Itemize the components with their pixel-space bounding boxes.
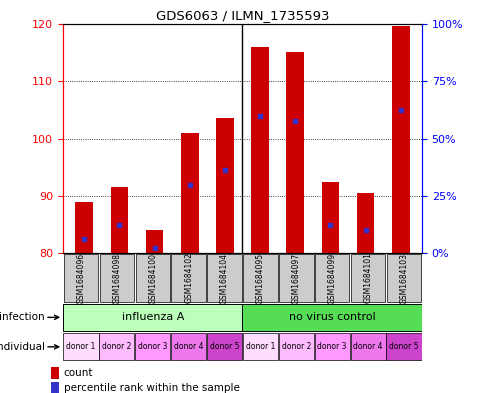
Text: count: count — [63, 368, 93, 378]
Text: donor 2: donor 2 — [102, 342, 131, 351]
Bar — [51, 382, 59, 393]
Bar — [110, 187, 128, 253]
Bar — [251, 47, 268, 253]
Text: influenza A: influenza A — [121, 312, 183, 322]
Text: donor 1: donor 1 — [245, 342, 274, 351]
FancyBboxPatch shape — [278, 333, 313, 360]
FancyBboxPatch shape — [350, 255, 385, 302]
Text: donor 1: donor 1 — [66, 342, 95, 351]
Bar — [51, 367, 59, 378]
Title: GDS6063 / ILMN_1735593: GDS6063 / ILMN_1735593 — [155, 9, 329, 22]
FancyBboxPatch shape — [63, 255, 98, 302]
Bar — [321, 182, 339, 253]
Text: GSM1684096: GSM1684096 — [76, 252, 85, 304]
FancyBboxPatch shape — [386, 255, 421, 302]
Text: GSM1684104: GSM1684104 — [220, 253, 228, 303]
FancyBboxPatch shape — [135, 255, 170, 302]
FancyBboxPatch shape — [278, 255, 313, 302]
Bar — [216, 118, 233, 253]
Bar — [391, 26, 409, 253]
FancyBboxPatch shape — [171, 255, 206, 302]
FancyBboxPatch shape — [242, 255, 277, 302]
Bar — [356, 193, 374, 253]
FancyBboxPatch shape — [207, 255, 242, 302]
Text: donor 5: donor 5 — [389, 342, 418, 351]
Text: donor 4: donor 4 — [353, 342, 382, 351]
Text: donor 5: donor 5 — [210, 342, 239, 351]
Text: GSM1684103: GSM1684103 — [399, 253, 408, 303]
Text: no virus control: no virus control — [288, 312, 375, 322]
Text: GSM1684100: GSM1684100 — [148, 253, 157, 303]
FancyBboxPatch shape — [314, 333, 349, 360]
FancyBboxPatch shape — [63, 333, 98, 360]
FancyBboxPatch shape — [350, 333, 385, 360]
FancyBboxPatch shape — [386, 333, 421, 360]
FancyBboxPatch shape — [63, 304, 242, 331]
Bar — [75, 202, 93, 253]
Text: donor 4: donor 4 — [174, 342, 203, 351]
Bar — [145, 230, 163, 253]
Text: percentile rank within the sample: percentile rank within the sample — [63, 383, 239, 393]
FancyBboxPatch shape — [242, 304, 421, 331]
Text: GSM1684101: GSM1684101 — [363, 253, 372, 303]
Text: donor 3: donor 3 — [138, 342, 167, 351]
Bar — [286, 52, 303, 253]
FancyBboxPatch shape — [207, 333, 242, 360]
FancyBboxPatch shape — [171, 333, 206, 360]
FancyBboxPatch shape — [242, 333, 277, 360]
Text: infection: infection — [0, 312, 59, 322]
Text: donor 2: donor 2 — [281, 342, 310, 351]
FancyBboxPatch shape — [99, 333, 134, 360]
Text: donor 3: donor 3 — [317, 342, 346, 351]
Text: individual: individual — [0, 342, 59, 352]
Bar — [181, 133, 198, 253]
Text: GSM1684102: GSM1684102 — [184, 253, 193, 303]
Text: GSM1684099: GSM1684099 — [327, 252, 336, 304]
FancyBboxPatch shape — [135, 333, 170, 360]
FancyBboxPatch shape — [314, 255, 349, 302]
Text: GSM1684098: GSM1684098 — [112, 253, 121, 303]
Text: GSM1684095: GSM1684095 — [256, 252, 264, 304]
Text: GSM1684097: GSM1684097 — [291, 252, 300, 304]
FancyBboxPatch shape — [99, 255, 134, 302]
